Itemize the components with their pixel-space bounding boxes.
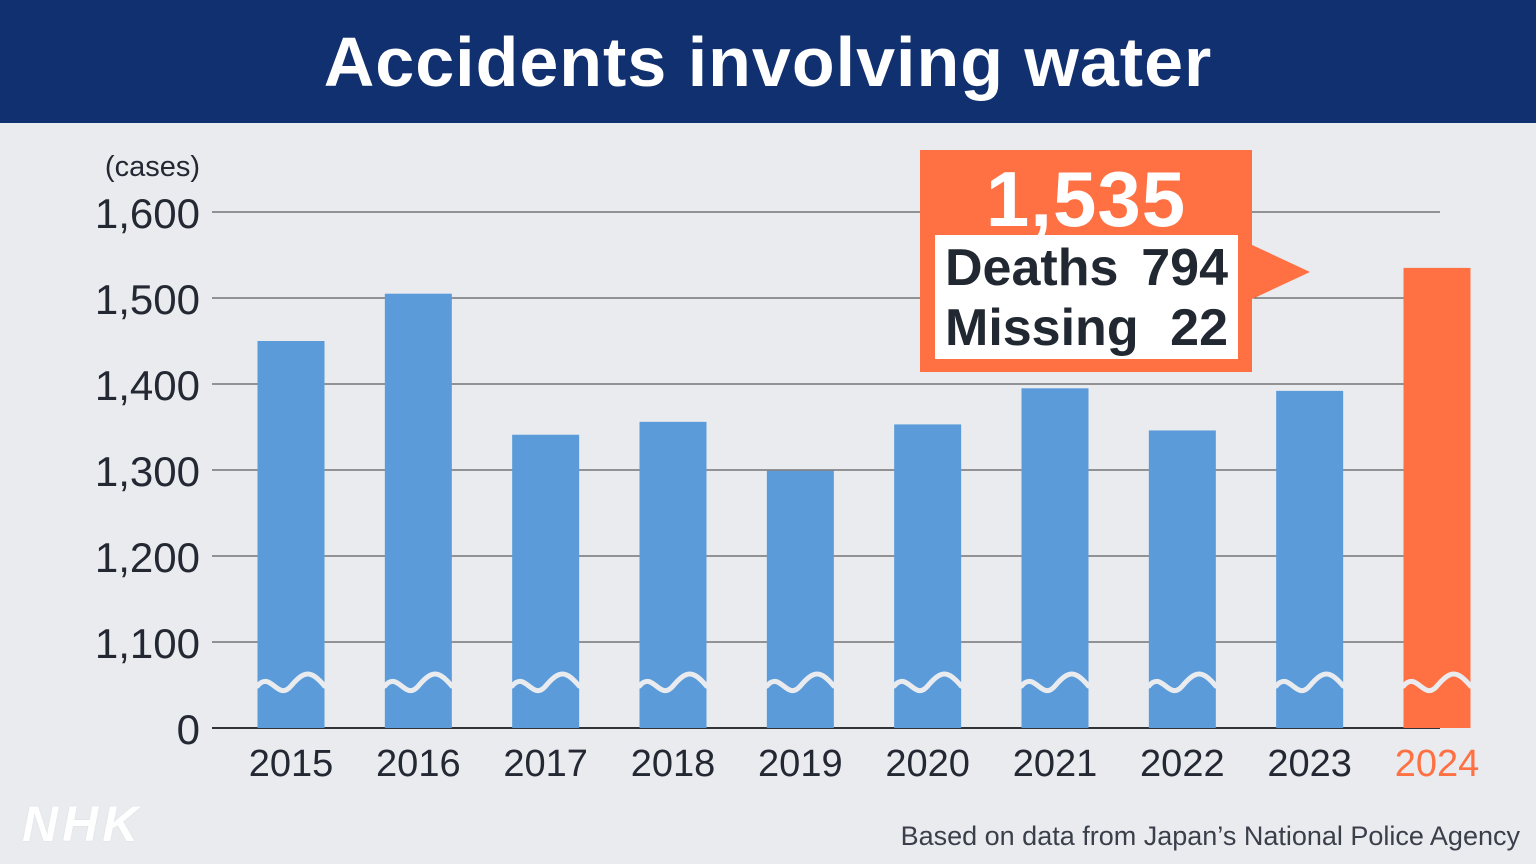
x-tick-label: 2016 bbox=[376, 743, 461, 785]
y-tick-label: 1,500 bbox=[95, 276, 200, 323]
y-tick-label: 0 bbox=[177, 706, 200, 753]
axis-break-mark bbox=[382, 671, 455, 694]
bar bbox=[1021, 388, 1089, 728]
bar bbox=[1403, 267, 1471, 728]
x-tick-label: 2022 bbox=[1140, 743, 1225, 785]
y-tick-label: 1,300 bbox=[95, 448, 200, 495]
chart-title: Accidents involving water bbox=[323, 22, 1213, 101]
x-tick-label: 2023 bbox=[1267, 743, 1352, 785]
bar bbox=[257, 341, 325, 728]
x-tick-label: 2019 bbox=[758, 743, 843, 785]
axis-break-mark bbox=[1146, 671, 1219, 694]
bar bbox=[384, 293, 452, 728]
x-tick-label: 2024 bbox=[1395, 743, 1480, 785]
axis-break-mark bbox=[1019, 671, 1091, 694]
callout-deaths-label: Deaths bbox=[945, 239, 1119, 297]
axis-break-mark bbox=[1273, 671, 1346, 694]
callout-deaths-value: 794 bbox=[1141, 239, 1228, 297]
callout-row-deaths: Deaths 794 bbox=[945, 239, 1228, 297]
axis-break-mark bbox=[1401, 671, 1473, 694]
y-tick-label: 1,100 bbox=[95, 620, 200, 667]
nhk-logo: NHK bbox=[22, 796, 143, 852]
callout-breakdown: Deaths 794 Missing 22 bbox=[935, 235, 1238, 359]
y-tick-label: 1,400 bbox=[95, 362, 200, 409]
bar bbox=[1276, 390, 1344, 728]
callout-total: 1,535 bbox=[985, 155, 1187, 243]
callout-row-missing: Missing 22 bbox=[945, 299, 1228, 357]
bar bbox=[512, 434, 580, 728]
x-tick-label: 2015 bbox=[249, 743, 334, 785]
highlight-callout: 1,535 Deaths 794 Missing 22 bbox=[920, 150, 1310, 372]
callout-pointer bbox=[1250, 244, 1310, 300]
axis-break-mark bbox=[764, 671, 837, 694]
callout-missing-label: Missing bbox=[945, 299, 1139, 357]
y-tick-label: 1,200 bbox=[95, 534, 200, 581]
x-tick-label: 2018 bbox=[631, 743, 716, 785]
source-note: Based on data from Japan’s National Poli… bbox=[900, 821, 1520, 851]
axis-break-mark bbox=[637, 671, 709, 694]
axis-break-mark bbox=[509, 671, 582, 694]
y-tick-label: 1,600 bbox=[95, 190, 200, 237]
y-axis-label: (cases) bbox=[105, 151, 200, 183]
axis-break-mark bbox=[891, 671, 964, 694]
axis-break-mark bbox=[255, 671, 327, 694]
x-tick-label: 2021 bbox=[1013, 743, 1098, 785]
title-bar: Accidents involving water bbox=[0, 0, 1536, 123]
x-tick-label: 2017 bbox=[503, 743, 588, 785]
x-tick-label: 2020 bbox=[885, 743, 970, 785]
callout-missing-value: 22 bbox=[1170, 299, 1228, 357]
